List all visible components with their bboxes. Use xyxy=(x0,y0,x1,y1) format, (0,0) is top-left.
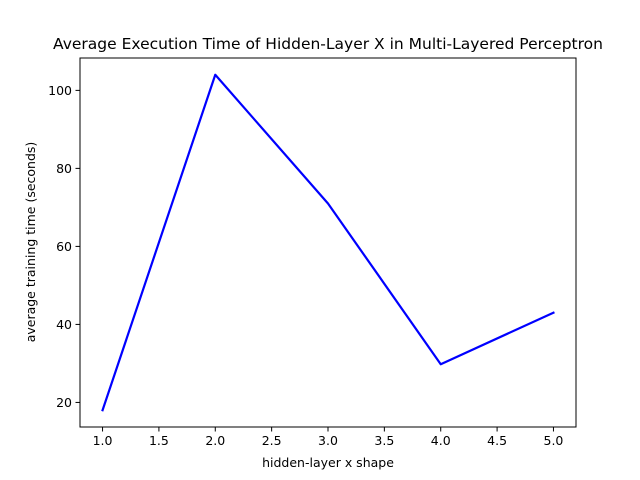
x-tick-label: 1.5 xyxy=(149,433,169,448)
x-axis-label: hidden-layer x shape xyxy=(262,455,394,470)
y-tick-label: 100 xyxy=(48,83,72,98)
x-tick-label: 2.5 xyxy=(262,433,282,448)
x-tick-label: 1.0 xyxy=(93,433,113,448)
series-line-0 xyxy=(101,73,555,412)
x-tick-label: 2.0 xyxy=(205,433,225,448)
series-layer xyxy=(101,73,555,412)
x-tick-label: 5.0 xyxy=(544,433,564,448)
y-tick-label: 60 xyxy=(56,239,72,254)
chart-title: Average Execution Time of Hidden-Layer X… xyxy=(53,35,603,53)
y-axis-label: average training time (seconds) xyxy=(23,142,38,343)
x-tick-label: 3.5 xyxy=(374,433,394,448)
y-tick-label: 20 xyxy=(56,395,72,410)
x-axis: 1.0 1.5 2.0 2.5 3.0 3.5 4.0 4.5 5.0 xyxy=(93,427,564,448)
y-tick-label: 40 xyxy=(56,317,72,332)
plot-area: 1.0 1.5 2.0 2.5 3.0 3.5 4.0 4.5 5.0 20 40 60 80 100 xyxy=(48,57,577,448)
x-tick-label: 4.0 xyxy=(431,433,451,448)
x-tick-label: 3.0 xyxy=(318,433,338,448)
y-axis: 20 40 60 80 100 xyxy=(48,83,80,410)
y-tick-label: 80 xyxy=(56,161,72,176)
x-tick-label: 4.5 xyxy=(487,433,507,448)
